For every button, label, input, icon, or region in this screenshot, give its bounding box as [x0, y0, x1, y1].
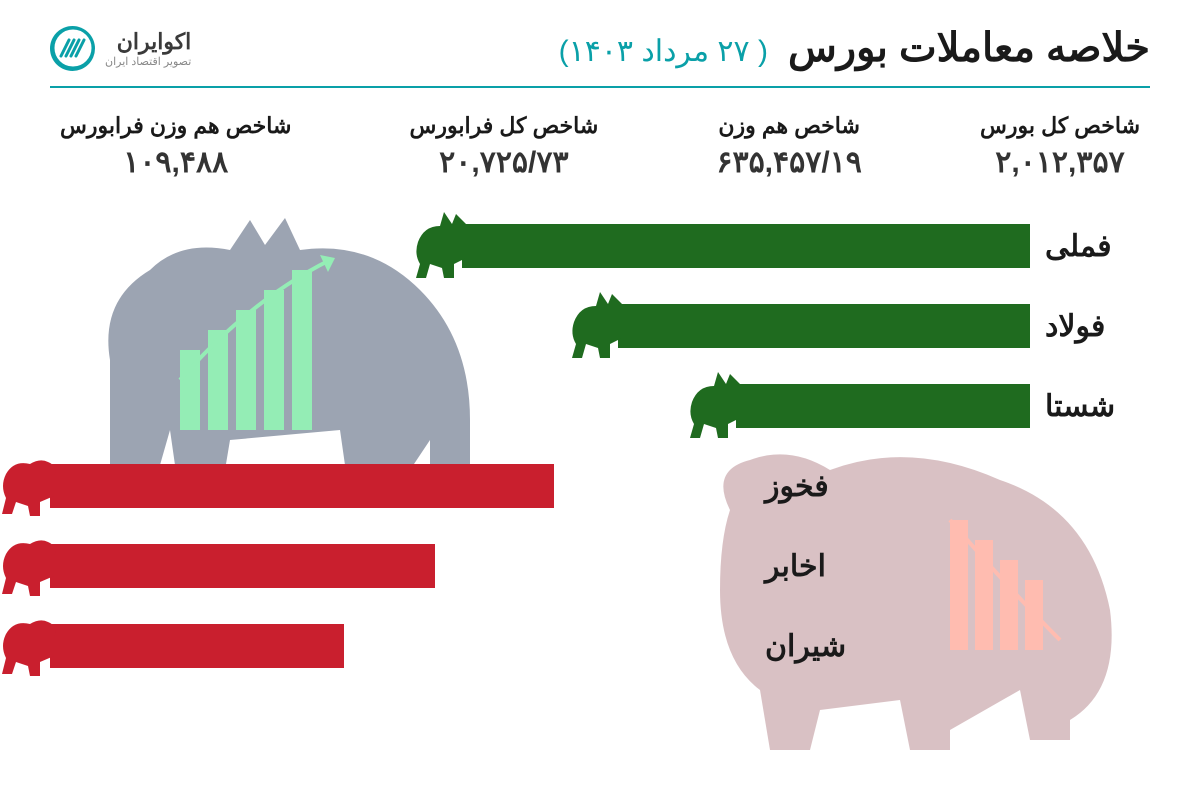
divider [50, 86, 1150, 88]
metric-label: شاخص کل فرابورس [409, 113, 598, 139]
title-block: خلاصه معاملات بورس ( ۲۷ مرداد ۱۴۰۳) [559, 25, 1150, 71]
bar-row-gainer: فملی [50, 220, 1150, 272]
header: خلاصه معاملات بورس ( ۲۷ مرداد ۱۴۰۳) اکوا… [0, 0, 1200, 86]
metric-value: ۲,۰۱۲,۳۵۷ [980, 145, 1140, 180]
bear-icon [0, 448, 72, 524]
bull-icon [678, 366, 758, 446]
bull-icon [560, 286, 640, 366]
metric: شاخص هم وزن ۶۳۵,۴۵۷/۱۹ [716, 113, 862, 180]
bar-container [50, 384, 1030, 428]
bar-container [50, 544, 750, 588]
metrics-row: شاخص کل بورس ۲,۰۱۲,۳۵۷ شاخص هم وزن ۶۳۵,۴… [0, 113, 1200, 210]
bar-container [50, 224, 1030, 268]
loser-bar [50, 464, 554, 508]
bear-icon [0, 608, 72, 684]
bar-row-loser: اخابر [50, 540, 1150, 592]
bar-label: شیران [750, 629, 870, 664]
bar-label: فولاد [1030, 309, 1150, 344]
bar-row-loser: فخوز [50, 460, 1150, 512]
metric-label: شاخص هم وزن فرابورس [60, 113, 291, 139]
metric: شاخص هم وزن فرابورس ۱۰۹,۴۸۸ [60, 113, 291, 180]
date-text: ( ۲۷ مرداد ۱۴۰۳) [559, 34, 768, 69]
page-title: خلاصه معاملات بورس [788, 25, 1150, 71]
bar-container [50, 304, 1030, 348]
metric-value: ۲۰,۷۲۵/۷۳ [409, 145, 598, 180]
loser-bar [50, 624, 344, 668]
bar-label: اخابر [750, 549, 870, 584]
metric-label: شاخص هم وزن [716, 113, 862, 139]
loser-bar [50, 544, 435, 588]
bar-row-gainer: فولاد [50, 300, 1150, 352]
bar-label: شستا [1030, 389, 1150, 424]
bar-label: فخوز [750, 469, 870, 504]
logo-name: اکوایران [105, 29, 191, 55]
bar-row-gainer: شستا [50, 380, 1150, 432]
metric: شاخص کل فرابورس ۲۰,۷۲۵/۷۳ [409, 113, 598, 180]
bar-container [50, 624, 750, 668]
chart-area: فملی فولاد شستا [0, 210, 1200, 720]
logo-text: اکوایران تصویر اقتصاد ایران [105, 29, 191, 68]
metric-label: شاخص کل بورس [980, 113, 1140, 139]
bar-container [50, 464, 750, 508]
logo-icon [50, 26, 95, 71]
logo-subtitle: تصویر اقتصاد ایران [105, 55, 191, 68]
logo: اکوایران تصویر اقتصاد ایران [50, 26, 191, 71]
gainer-bar [618, 304, 1030, 348]
bear-icon [0, 528, 72, 604]
metric-value: ۶۳۵,۴۵۷/۱۹ [716, 145, 862, 180]
metric-value: ۱۰۹,۴۸۸ [60, 145, 291, 180]
gainer-bar [736, 384, 1030, 428]
gainer-bar [462, 224, 1030, 268]
bar-row-loser: شیران [50, 620, 1150, 672]
bull-icon [404, 206, 484, 286]
bar-label: فملی [1030, 229, 1150, 264]
metric: شاخص کل بورس ۲,۰۱۲,۳۵۷ [980, 113, 1140, 180]
